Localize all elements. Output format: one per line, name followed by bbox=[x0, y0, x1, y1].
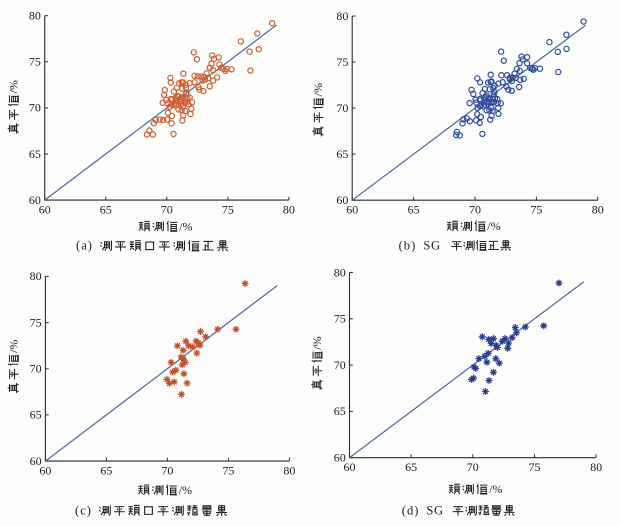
svg-text:65: 65 bbox=[405, 460, 417, 474]
svg-text:60: 60 bbox=[344, 460, 356, 474]
svg-text:80: 80 bbox=[29, 9, 41, 23]
svg-text:75: 75 bbox=[529, 460, 541, 474]
svg-text:65: 65 bbox=[100, 202, 112, 216]
svg-text:75: 75 bbox=[30, 315, 42, 329]
svg-text:80: 80 bbox=[334, 265, 346, 279]
svg-text:(c): (c) bbox=[75, 503, 92, 517]
svg-text:65: 65 bbox=[29, 147, 41, 161]
svg-text:60: 60 bbox=[29, 193, 41, 207]
svg-text:80: 80 bbox=[336, 9, 348, 23]
svg-text:/%: /% bbox=[6, 80, 20, 93]
svg-text:70: 70 bbox=[469, 202, 481, 216]
svg-text:75: 75 bbox=[336, 55, 348, 69]
svg-text:75: 75 bbox=[530, 202, 542, 216]
svg-text:/%: /% bbox=[179, 483, 192, 497]
svg-text:80: 80 bbox=[592, 202, 604, 216]
svg-text:80: 80 bbox=[30, 269, 42, 283]
svg-text:/%: /% bbox=[489, 482, 502, 496]
svg-text:65: 65 bbox=[334, 404, 346, 418]
svg-text:60: 60 bbox=[30, 454, 42, 468]
svg-text:60: 60 bbox=[336, 193, 348, 207]
svg-text:/%: /% bbox=[311, 83, 325, 96]
svg-text:80: 80 bbox=[590, 460, 602, 474]
svg-text:65: 65 bbox=[30, 408, 42, 422]
svg-text:70: 70 bbox=[161, 202, 173, 216]
svg-text:70: 70 bbox=[30, 362, 42, 376]
svg-text:75: 75 bbox=[222, 202, 234, 216]
svg-text:(d): (d) bbox=[402, 503, 420, 517]
svg-text:75: 75 bbox=[29, 55, 41, 69]
svg-text:/%: /% bbox=[6, 340, 20, 353]
svg-text:80: 80 bbox=[283, 463, 295, 477]
svg-text:70: 70 bbox=[29, 101, 41, 115]
svg-text:80: 80 bbox=[283, 202, 295, 216]
svg-text:65: 65 bbox=[336, 147, 348, 161]
svg-text:(b): (b) bbox=[399, 239, 417, 253]
svg-text:60: 60 bbox=[346, 202, 358, 216]
svg-text:(a): (a) bbox=[76, 239, 93, 253]
svg-text:SG: SG bbox=[426, 503, 443, 517]
svg-text:60: 60 bbox=[334, 451, 346, 465]
svg-text:75: 75 bbox=[222, 463, 234, 477]
svg-text:70: 70 bbox=[334, 358, 346, 372]
svg-text:70: 70 bbox=[467, 460, 479, 474]
svg-text:60: 60 bbox=[39, 463, 51, 477]
svg-text:/%: /% bbox=[310, 336, 324, 349]
svg-text:70: 70 bbox=[161, 463, 173, 477]
svg-text:/%: /% bbox=[487, 219, 500, 233]
svg-text:75: 75 bbox=[334, 312, 346, 326]
svg-text:70: 70 bbox=[336, 101, 348, 115]
svg-text:65: 65 bbox=[100, 463, 112, 477]
svg-text:SG: SG bbox=[423, 239, 440, 253]
svg-text:/%: /% bbox=[179, 219, 192, 233]
svg-text:60: 60 bbox=[39, 202, 51, 216]
svg-text:65: 65 bbox=[408, 202, 420, 216]
